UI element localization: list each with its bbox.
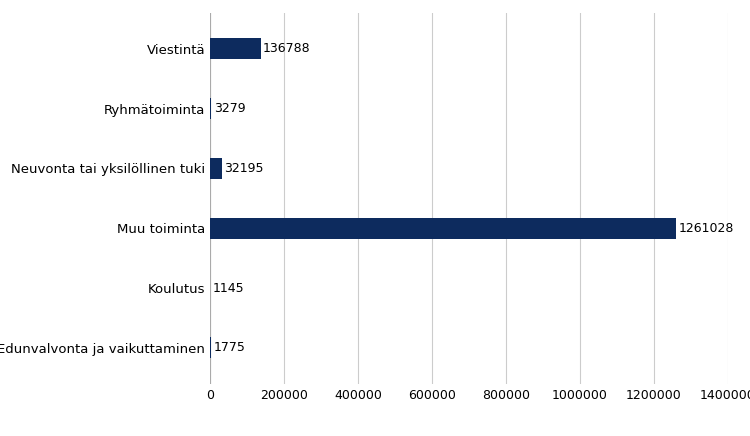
Text: 32195: 32195 — [224, 162, 264, 175]
Text: 3279: 3279 — [214, 102, 245, 115]
Bar — [210, 98, 212, 119]
Text: 1145: 1145 — [213, 282, 244, 295]
Bar — [210, 158, 222, 179]
Text: 1775: 1775 — [213, 341, 245, 354]
Bar — [210, 38, 260, 59]
Text: 136788: 136788 — [263, 42, 310, 55]
Text: 1261028: 1261028 — [679, 222, 734, 235]
Bar — [210, 218, 676, 239]
